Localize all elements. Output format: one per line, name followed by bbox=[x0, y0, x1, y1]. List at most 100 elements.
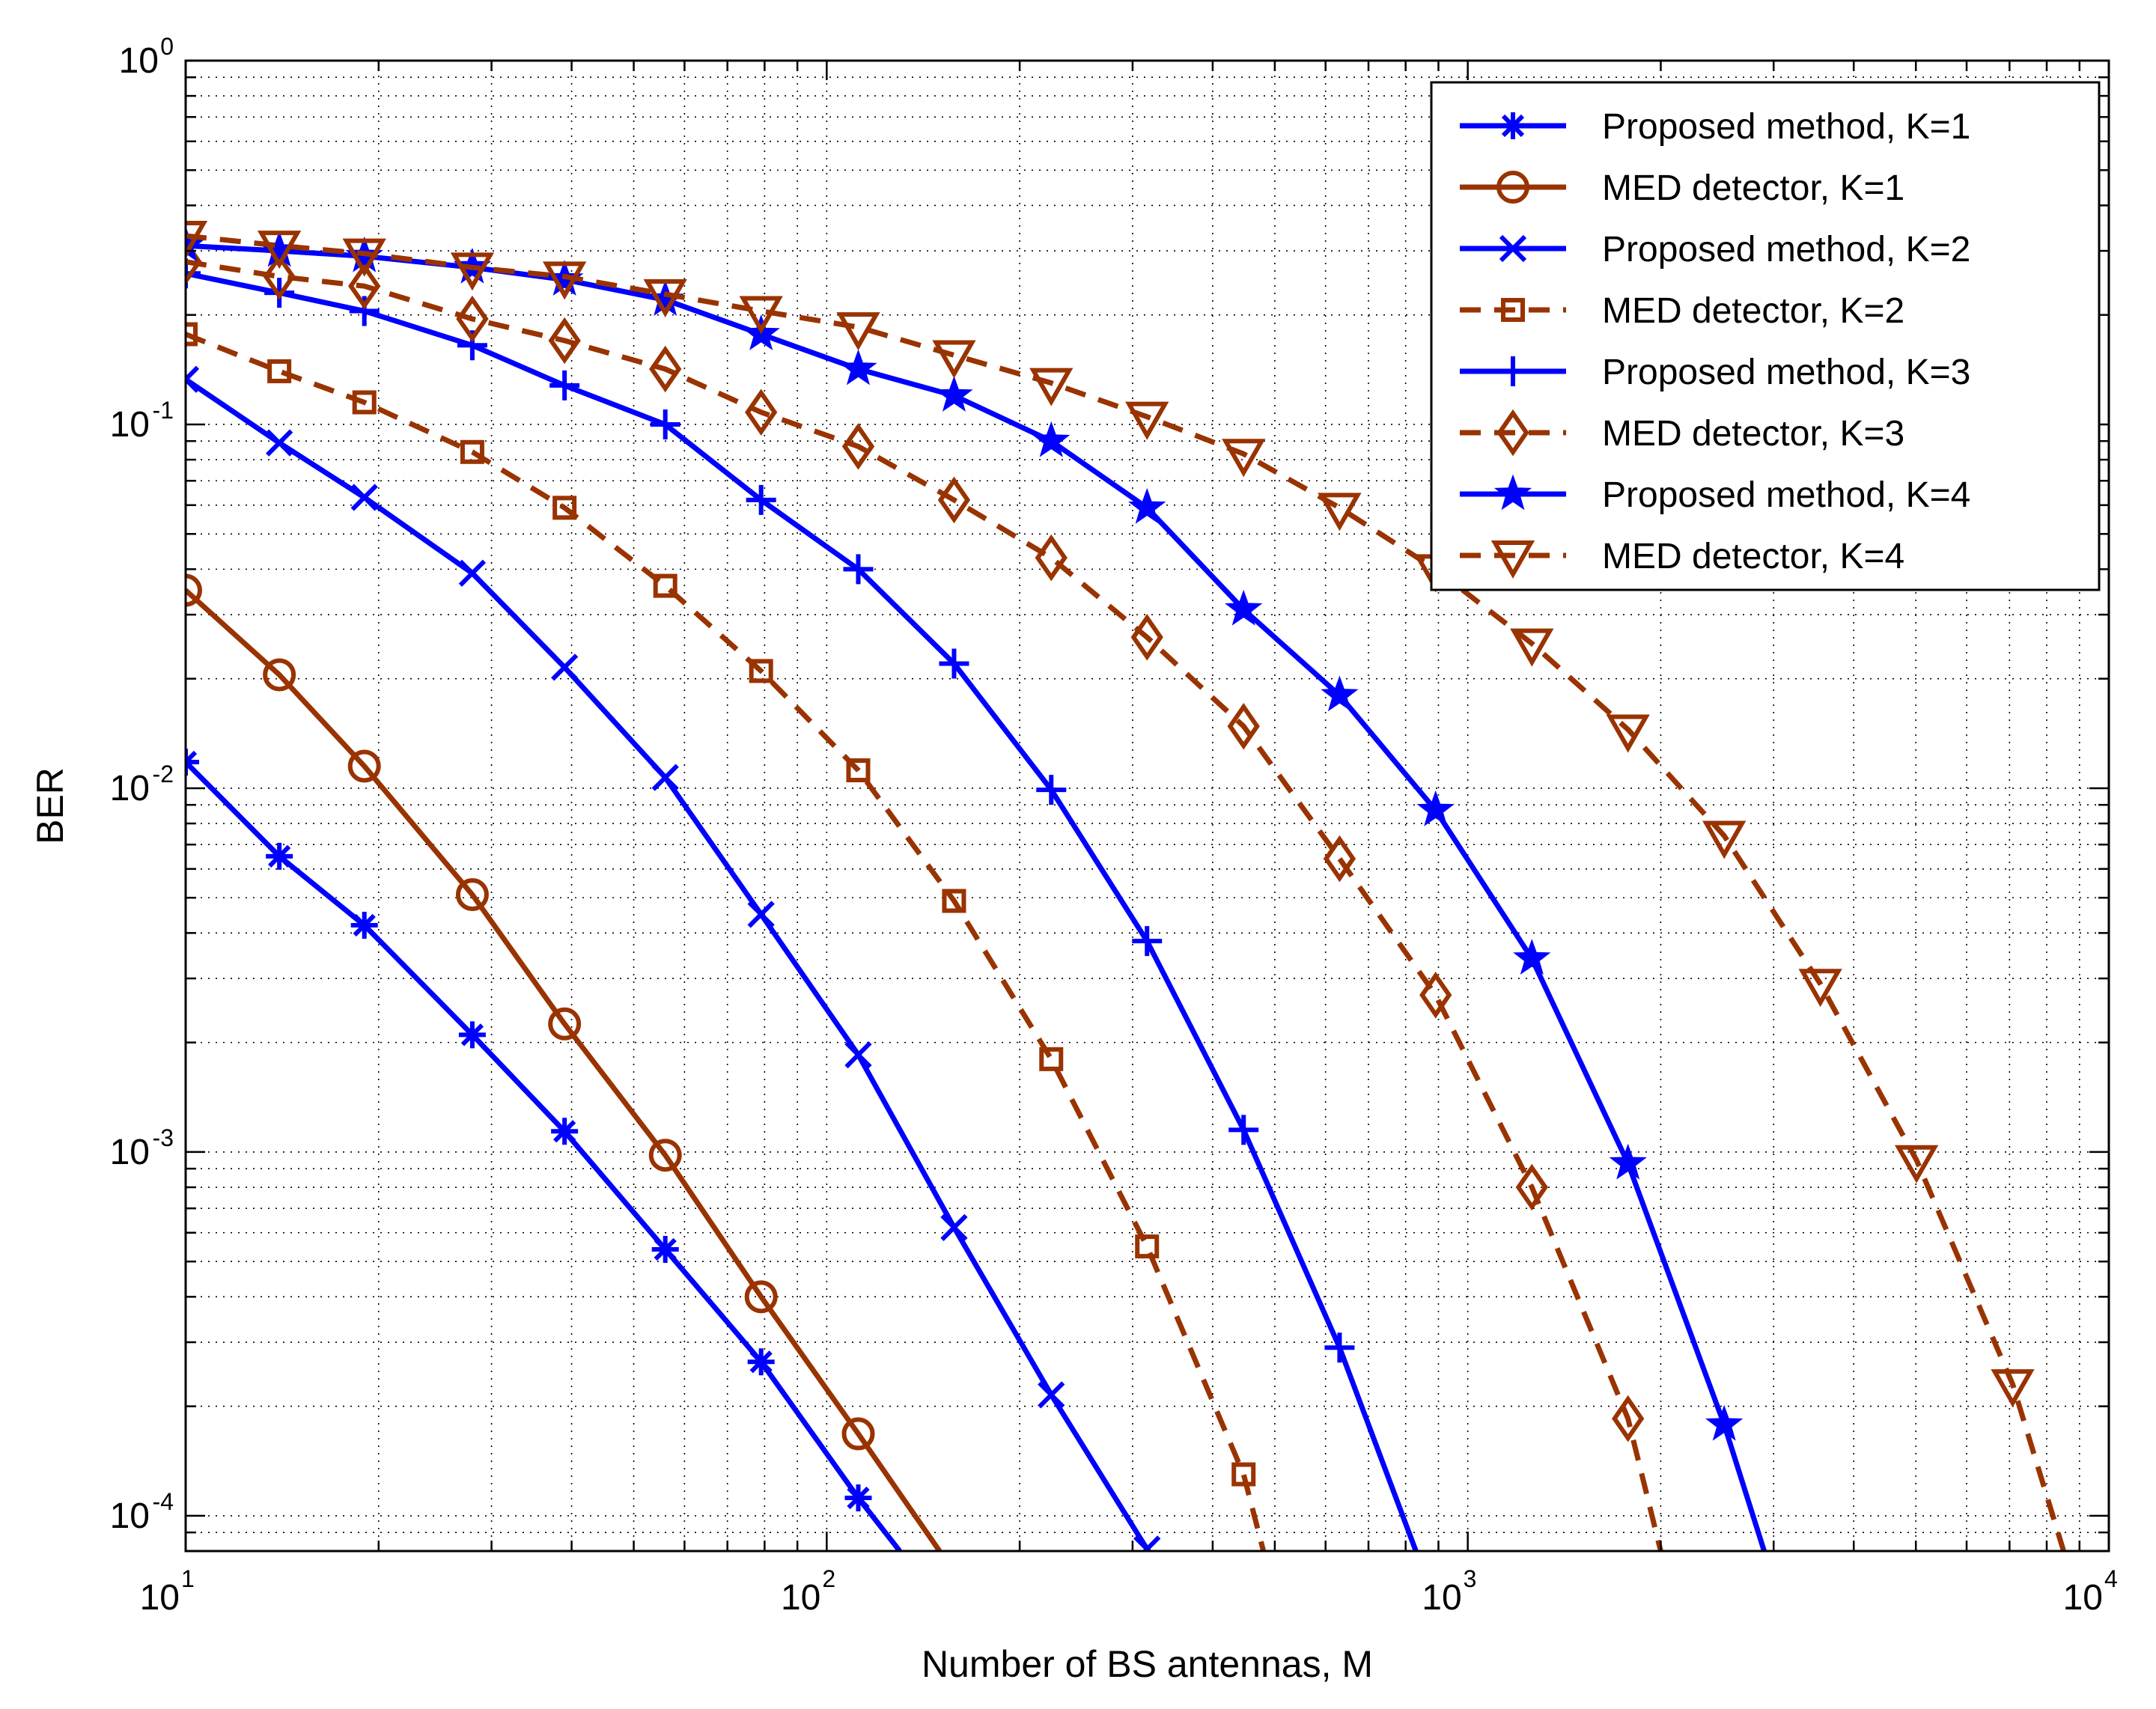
series-point bbox=[747, 901, 775, 928]
x-tick-base: 10 bbox=[2063, 1578, 2103, 1618]
series-1 bbox=[186, 749, 902, 1551]
y-tick-label: -410 bbox=[110, 1488, 174, 1536]
series-point bbox=[651, 764, 679, 791]
series-point bbox=[648, 1139, 682, 1172]
series-point bbox=[650, 409, 680, 439]
series-line bbox=[186, 259, 1663, 1551]
series-point bbox=[1035, 534, 1068, 582]
series-point bbox=[266, 429, 293, 457]
legend-marker bbox=[1498, 356, 1528, 386]
series-point bbox=[1510, 628, 1554, 667]
series-point bbox=[747, 1348, 775, 1376]
series-point bbox=[1324, 1332, 1355, 1363]
y-tick-base: 10 bbox=[119, 41, 159, 81]
x-tick-label: 10 1 bbox=[140, 1565, 195, 1618]
series-point bbox=[1991, 1369, 2035, 1408]
legend-label: MED detector, K=4 bbox=[1602, 537, 1904, 576]
series-point bbox=[839, 349, 877, 386]
series-point bbox=[1225, 589, 1263, 626]
series-point bbox=[1513, 939, 1551, 975]
series-point bbox=[844, 1041, 872, 1069]
series-point bbox=[350, 912, 378, 939]
series-point bbox=[942, 889, 966, 913]
series-point bbox=[1132, 926, 1163, 957]
y-tick-exponent: -3 bbox=[153, 1124, 174, 1151]
series-point bbox=[450, 252, 495, 291]
series-point bbox=[1323, 835, 1356, 883]
series-line bbox=[186, 588, 942, 1551]
legend-entry: MED detector, K=2 bbox=[1460, 291, 1904, 331]
series-line bbox=[186, 243, 1767, 1551]
series-line bbox=[186, 270, 1419, 1551]
y-tick-base: 10 bbox=[110, 769, 150, 808]
series-point bbox=[937, 476, 971, 524]
series-point bbox=[1515, 1163, 1548, 1211]
legend-label: Proposed method, K=1 bbox=[1602, 107, 1970, 147]
series-point bbox=[1036, 775, 1067, 805]
legend-entry: MED detector, K=4 bbox=[1460, 537, 1904, 579]
series-point bbox=[651, 1235, 679, 1263]
series-point bbox=[460, 439, 484, 464]
series-point bbox=[186, 573, 202, 607]
series-point bbox=[1029, 368, 1074, 406]
legend-entry: MED detector, K=1 bbox=[1460, 168, 1904, 208]
plot-series-layer bbox=[186, 220, 2066, 1551]
series-point bbox=[1702, 820, 1747, 859]
x-tick-base: 10 bbox=[781, 1578, 820, 1618]
x-tick-exponent: 4 bbox=[2104, 1565, 2118, 1592]
legend-label: Proposed method, K=2 bbox=[1602, 230, 1970, 269]
series-point bbox=[1227, 702, 1260, 750]
series-point bbox=[1128, 487, 1166, 524]
legend-marker bbox=[1496, 409, 1529, 457]
legend-label: Proposed method, K=4 bbox=[1602, 475, 1970, 515]
series-point bbox=[1612, 1395, 1645, 1443]
series-point bbox=[349, 296, 380, 326]
x-tick-label: 10 3 bbox=[1422, 1565, 1476, 1618]
y-tick-exponent: 0 bbox=[160, 33, 174, 60]
series-point bbox=[1038, 1381, 1065, 1409]
series-point bbox=[1130, 614, 1163, 661]
series-point bbox=[841, 423, 875, 470]
series-point bbox=[649, 345, 682, 393]
series-point bbox=[186, 220, 208, 260]
series-point bbox=[458, 559, 487, 587]
legend-marker bbox=[1499, 112, 1526, 139]
series-point bbox=[350, 484, 378, 511]
x-tick-label: 10 2 bbox=[781, 1565, 835, 1618]
series-point bbox=[1135, 1234, 1160, 1259]
series-point bbox=[739, 296, 783, 335]
plot-frame bbox=[184, 59, 2110, 1553]
series-point bbox=[940, 1213, 968, 1241]
series-point bbox=[548, 1007, 582, 1041]
series-3 bbox=[186, 365, 1161, 1551]
series-line bbox=[186, 233, 2066, 1551]
series-8 bbox=[186, 220, 2066, 1551]
series-point bbox=[745, 389, 778, 436]
series-point bbox=[1606, 714, 1650, 753]
y-tick-label: -210 bbox=[110, 761, 174, 808]
legend: Proposed method, K=1 MED detector, K=1 Pro… bbox=[1430, 81, 2101, 591]
legend-entry: Proposed method, K=3 bbox=[1460, 353, 1970, 392]
series-point bbox=[1222, 439, 1266, 478]
y-tick-exponent: -1 bbox=[153, 397, 174, 424]
legend-marker bbox=[1501, 298, 1525, 322]
legend-label: Proposed method, K=3 bbox=[1602, 353, 1970, 392]
series-point bbox=[552, 496, 577, 520]
series-point bbox=[1039, 1047, 1064, 1071]
series-point bbox=[841, 1417, 875, 1451]
series-point bbox=[263, 658, 296, 692]
legend-entry: Proposed method, K=2 bbox=[1460, 230, 1970, 269]
x-tick-base: 10 bbox=[1422, 1578, 1461, 1618]
series-point bbox=[1321, 675, 1359, 712]
legend-box bbox=[1430, 81, 2101, 591]
series-4 bbox=[186, 322, 1267, 1551]
series-point bbox=[1416, 790, 1455, 826]
series-point bbox=[348, 262, 381, 310]
series-point bbox=[1798, 969, 1842, 1008]
legend-marker bbox=[1490, 540, 1535, 579]
y-tick-label: -110 bbox=[110, 397, 174, 445]
series-point bbox=[1228, 1115, 1259, 1145]
y-tick-exponent: -4 bbox=[153, 1488, 174, 1515]
y-tick-base: 10 bbox=[110, 1496, 150, 1536]
